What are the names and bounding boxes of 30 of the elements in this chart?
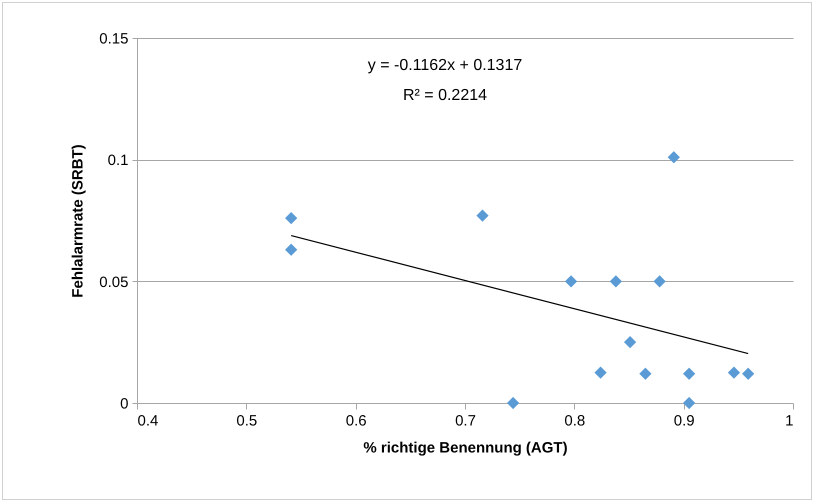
point bbox=[668, 151, 680, 164]
point bbox=[742, 368, 754, 380]
point bbox=[653, 275, 666, 288]
point bbox=[564, 275, 578, 288]
x-tick-label: 0.9 bbox=[674, 412, 695, 430]
x-tick-label: 1 bbox=[785, 412, 794, 430]
point bbox=[683, 368, 696, 380]
y-tick-label: 0.1 bbox=[108, 152, 128, 170]
point bbox=[624, 336, 636, 348]
x-tick-label: 0.7 bbox=[455, 412, 476, 430]
y-tick-label: 0.15 bbox=[99, 30, 128, 48]
point bbox=[639, 368, 652, 380]
point bbox=[728, 366, 740, 379]
y-tick-label: 0 bbox=[120, 396, 128, 412]
point bbox=[594, 366, 607, 379]
x-tick-label: 0.5 bbox=[236, 412, 258, 430]
x-tick-label: 0.4 bbox=[138, 412, 158, 430]
annotation: y = -0.1162x + 0.1317 bbox=[368, 57, 522, 74]
x-tick-label: 0.6 bbox=[346, 412, 367, 430]
point bbox=[683, 396, 696, 410]
annotation: R² = 0.2214 bbox=[402, 87, 488, 104]
point bbox=[610, 275, 622, 288]
point bbox=[506, 396, 520, 410]
y-tick-label: 0.05 bbox=[99, 274, 128, 291]
x-axis-title: % richtige Benennung (AGT) bbox=[363, 440, 568, 456]
y-axis-title: Fehlalarmrate (SRBT) bbox=[69, 144, 86, 298]
point bbox=[285, 244, 298, 256]
x-tick-label: 0.8 bbox=[564, 412, 586, 430]
point bbox=[285, 212, 298, 224]
point bbox=[476, 210, 489, 222]
